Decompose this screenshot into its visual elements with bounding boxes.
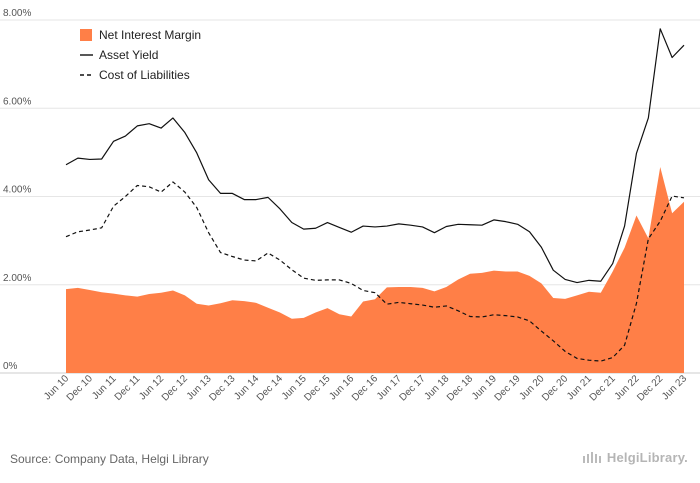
x-tick-label: Dec 16 [350, 373, 380, 403]
x-tick-label: Dec 12 [160, 373, 190, 403]
y-tick-label: 6.00% [3, 96, 31, 107]
x-tick-label: Dec 21 [588, 373, 618, 403]
y-tick-label: 8.00% [3, 8, 31, 19]
x-tick-label: Dec 11 [113, 373, 143, 403]
y-tick-label: 0% [3, 361, 18, 372]
x-tick-label: Dec 13 [207, 373, 237, 403]
y-tick-label: 2.00% [3, 273, 31, 284]
y-axis: 0% 2.00% 4.00% 6.00% 8.00% [3, 8, 31, 372]
x-tick-label: Dec 20 [540, 373, 570, 403]
x-tick-label: Dec 14 [255, 373, 285, 403]
x-tick-label: Dec 10 [65, 373, 95, 403]
series-line-cost-of-liabilities [65, 181, 685, 362]
legend-swatch-net-interest-margin [80, 29, 92, 41]
legend-label: Net Interest Margin [99, 28, 201, 42]
source-note: Source: Company Data, Helgi Library [10, 452, 209, 466]
legend: Net Interest Margin Asset Yield Cost of Li… [80, 28, 201, 82]
x-tick-label: Dec 18 [445, 373, 475, 403]
series-area-net-interest-margin [66, 166, 684, 373]
x-tick-label: Dec 15 [302, 373, 332, 403]
x-tick-label: Dec 17 [397, 373, 427, 403]
plot-area [66, 166, 684, 373]
x-tick-label: Dec 22 [635, 373, 665, 403]
helgi-library-logo: HelgiLibrary. [582, 450, 688, 465]
series-lines [65, 28, 685, 362]
x-tick-label: Jun 23 [660, 373, 689, 402]
x-tick-label: Dec 19 [493, 373, 523, 403]
library-logo-icon [582, 452, 601, 463]
series-line-asset-yield [65, 28, 685, 284]
logo-text: HelgiLibrary. [606, 450, 688, 465]
y-tick-label: 4.00% [3, 185, 31, 196]
legend-label: Cost of Liabilities [99, 68, 190, 82]
legend-label: Asset Yield [99, 48, 158, 62]
